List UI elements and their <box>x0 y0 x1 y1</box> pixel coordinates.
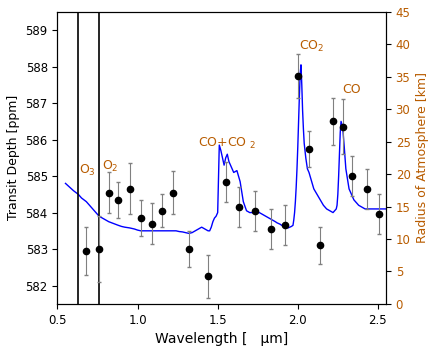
Y-axis label: Transit Depth [ppm]: Transit Depth [ppm] <box>7 95 20 221</box>
Text: O$_3$: O$_3$ <box>79 163 96 178</box>
Text: O$_2$: O$_2$ <box>102 159 118 174</box>
Text: CO: CO <box>343 83 361 96</box>
Text: CO$_2$: CO$_2$ <box>300 39 325 54</box>
Text: CO+CO $_{2}$: CO+CO $_{2}$ <box>198 136 257 151</box>
Y-axis label: Radius of Atmosphere [km]: Radius of Atmosphere [km] <box>416 72 429 243</box>
X-axis label: Wavelength [   μm]: Wavelength [ μm] <box>155 332 288 346</box>
